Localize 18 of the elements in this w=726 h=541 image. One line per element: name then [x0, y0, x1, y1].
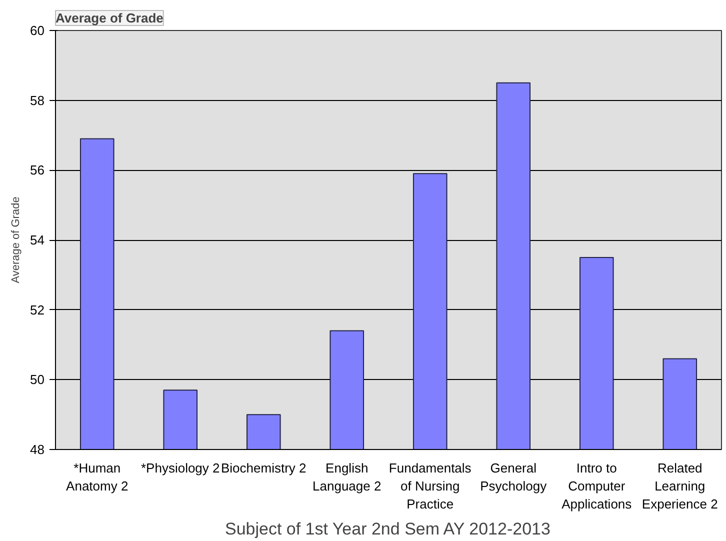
y-tick-label: 48: [30, 442, 45, 457]
y-axis-title: Average of Grade: [56, 10, 164, 26]
y-tick-label: 52: [30, 302, 45, 318]
y-tick-label: 60: [30, 23, 45, 38]
x-tick-label: Fundamentals of Nursing Practice: [388, 460, 472, 512]
y-tick-label: 54: [30, 232, 45, 248]
x-tick-label: English Language 2: [312, 460, 382, 494]
x-tick-label: General Psychology: [480, 460, 548, 494]
x-tick-label: Related Learning Experience 2: [642, 460, 718, 512]
y-tick-label: 56: [30, 162, 45, 178]
y-tick-label: 58: [30, 92, 45, 108]
x-tick-label: Intro to Computer Applications: [562, 460, 632, 512]
y-tick-label: 50: [30, 372, 45, 388]
x-axis-title: Subject of 1st Year 2nd Sem AY 2012-2013: [225, 520, 550, 538]
x-tick-label: *Human Anatomy 2: [66, 460, 128, 494]
text: Average of Grade: [10, 196, 22, 284]
x-tick-label: *Physiology 2: [140, 460, 220, 476]
x-tick-label: Biochemistry 2: [221, 460, 306, 476]
